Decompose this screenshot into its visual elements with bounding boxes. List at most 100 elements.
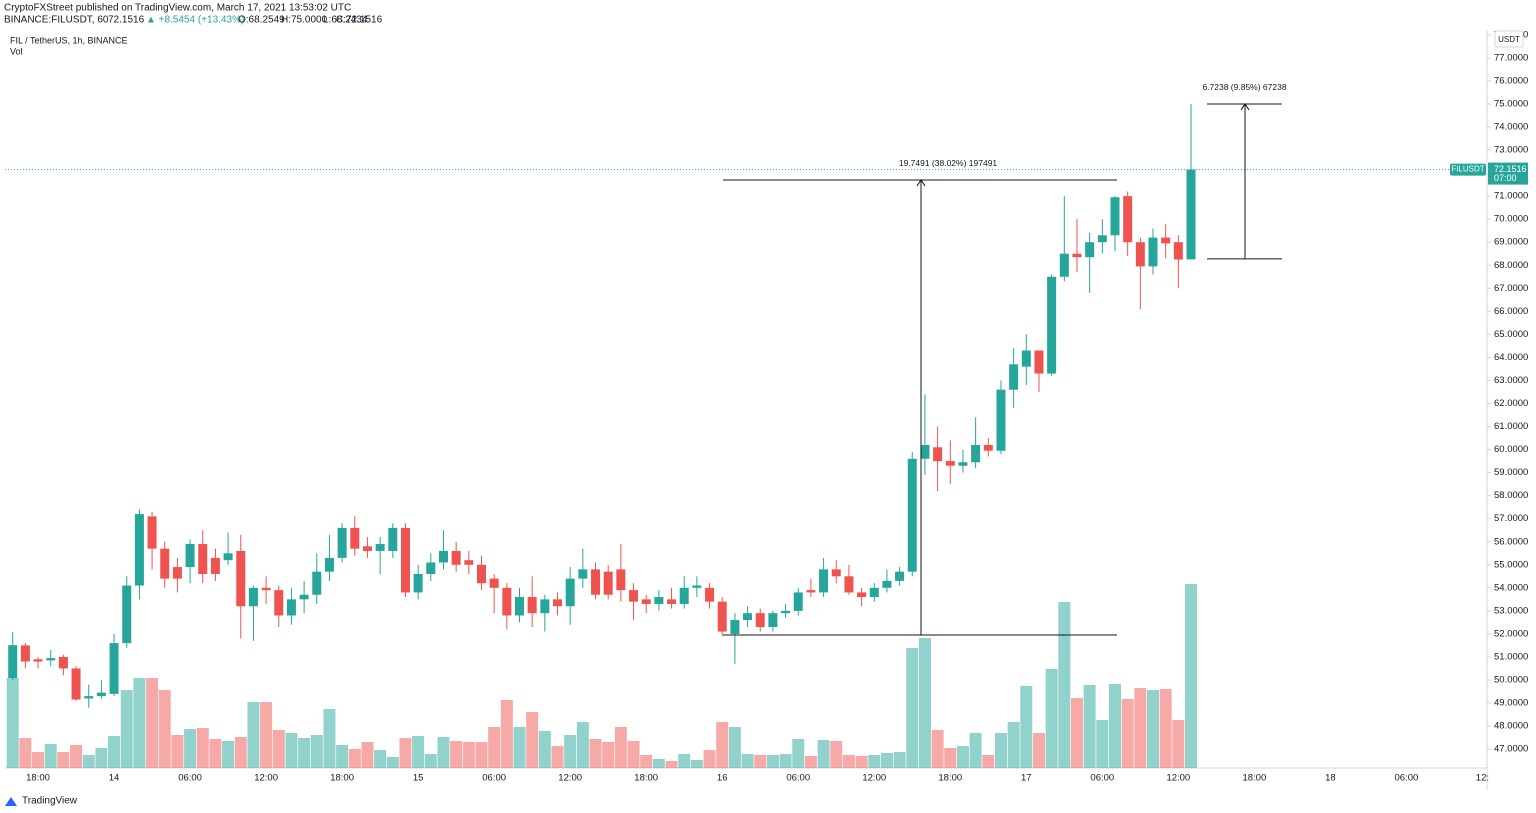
- volume-bar: [678, 754, 691, 768]
- candle-body: [654, 597, 664, 604]
- candle-body: [223, 553, 233, 561]
- candle-body: [172, 567, 182, 579]
- arrow-head: [1240, 103, 1250, 111]
- volume-bar: [437, 737, 450, 768]
- volume-bar: [6, 678, 19, 768]
- volume-bar: [842, 755, 855, 768]
- y-tick-label: 76.0000: [1494, 75, 1528, 86]
- candle-body: [983, 444, 993, 451]
- candle-body: [362, 546, 372, 551]
- candle-body: [502, 587, 512, 616]
- candle-body: [933, 447, 943, 462]
- volume-bar: [602, 742, 615, 768]
- volume-bar: [690, 760, 703, 768]
- plot: 19.7491 (38.02%) 197491 6.7238 (9.85%) 67…: [5, 82, 1487, 768]
- y-tick-label: 64.0000: [1494, 352, 1528, 363]
- y-tick-label: 63.0000: [1494, 375, 1528, 386]
- volume-bar: [779, 754, 792, 768]
- axis: 47.0000 48.0000 49.0000 50.0000 51.0000 52.00…: [26, 29, 1528, 783]
- candle-body: [261, 587, 271, 591]
- ohlc-low: L:68.2434: [323, 15, 368, 26]
- candle-body: [553, 599, 563, 607]
- candle-body: [476, 564, 486, 584]
- volume-bar: [652, 759, 665, 768]
- volume-bar: [95, 748, 108, 768]
- candle-body: [33, 659, 43, 662]
- candle-body: [565, 578, 575, 607]
- volume-bar: [1020, 686, 1033, 768]
- candle-body: [324, 557, 334, 572]
- candle-body: [71, 668, 81, 700]
- candle-body: [185, 544, 195, 568]
- y-tick-label: 70.0000: [1494, 214, 1528, 225]
- volume-bar: [1070, 698, 1083, 768]
- x-tick-label: 15: [413, 773, 424, 784]
- y-tick-label: 59.0000: [1494, 467, 1528, 478]
- candle-body: [1009, 364, 1019, 390]
- volume-bar: [310, 735, 323, 768]
- candle-body: [869, 587, 879, 598]
- volume-bar: [500, 700, 513, 768]
- volume-bar: [589, 739, 602, 768]
- candle-body: [236, 550, 246, 607]
- volume-bar: [1083, 685, 1096, 768]
- candle-body: [629, 590, 639, 602]
- volume-bar: [361, 742, 374, 768]
- volume-bar: [1096, 720, 1109, 768]
- volume-bar: [817, 740, 830, 768]
- candle-body: [248, 587, 258, 607]
- candle-body: [489, 578, 499, 588]
- volume-bar: [754, 755, 767, 768]
- x-tick-label: 18:00: [1242, 773, 1266, 784]
- y-tick-label: 62.0000: [1494, 398, 1528, 409]
- x-tick-label: 12:00: [254, 773, 278, 784]
- candle-body: [1021, 350, 1031, 367]
- volume-bar: [526, 712, 539, 768]
- candle-body: [388, 527, 398, 551]
- volume-bar: [234, 737, 247, 768]
- volume-bar: [1058, 602, 1071, 768]
- volume-bar: [285, 733, 298, 768]
- candle-body: [1047, 276, 1057, 374]
- candle-body: [109, 643, 119, 694]
- y-tick-label: 77.0000: [1494, 52, 1528, 63]
- volume-bar: [247, 702, 260, 768]
- x-tick-label: 06:00: [786, 773, 810, 784]
- candle-body: [198, 544, 208, 574]
- volume-bar: [893, 752, 906, 768]
- candle-body: [274, 590, 284, 616]
- candle-body: [971, 444, 981, 463]
- x-tick-label: 18: [1325, 773, 1336, 784]
- volume-bar: [184, 729, 197, 768]
- logo-mark: [5, 797, 17, 806]
- volume-bar: [1172, 720, 1185, 768]
- volume-bar: [374, 750, 387, 768]
- volume-bar: [475, 742, 488, 768]
- volume-bar: [386, 757, 399, 768]
- measure-label: 6.7238 (9.85%) 67238: [1202, 82, 1286, 92]
- x-tick-label: 18:00: [938, 773, 962, 784]
- volume-bar: [399, 738, 412, 768]
- volume-bar: [994, 733, 1007, 768]
- volume-bar: [336, 745, 349, 768]
- x-tick-label: 18:00: [634, 773, 658, 784]
- x-tick-label: 06:00: [178, 773, 202, 784]
- volume-bar: [627, 741, 640, 768]
- candle-body: [603, 571, 613, 595]
- candle-body: [730, 620, 740, 634]
- candle-body: [641, 599, 651, 604]
- y-tick-label: 66.0000: [1494, 306, 1528, 317]
- candle-body: [337, 527, 347, 558]
- candle-body: [1123, 196, 1133, 243]
- ohlc-close: C:72.1516: [336, 15, 383, 26]
- volume-bar: [868, 755, 881, 768]
- y-tick-label: 50.0000: [1494, 674, 1528, 685]
- volume-bar: [70, 745, 83, 768]
- volume-bar: [956, 746, 969, 768]
- y-tick-label: 60.0000: [1494, 444, 1528, 455]
- candle-body: [831, 569, 841, 577]
- volume-bar: [412, 736, 425, 768]
- x-tick-label: 18:00: [26, 773, 50, 784]
- y-tick-label: 55.0000: [1494, 559, 1528, 570]
- volume-bar: [1134, 688, 1147, 768]
